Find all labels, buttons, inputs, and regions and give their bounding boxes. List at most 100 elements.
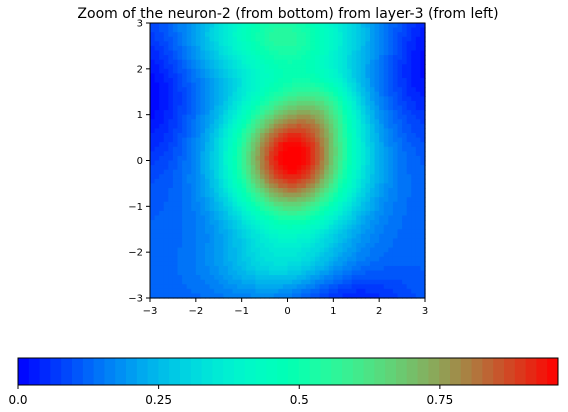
heatmap-cell bbox=[195, 288, 202, 295]
heatmap-cell bbox=[218, 233, 224, 240]
heatmap-cell bbox=[392, 155, 399, 162]
heatmap-cell bbox=[214, 293, 220, 299]
heatmap-cell bbox=[163, 188, 169, 194]
heatmap-cell bbox=[172, 220, 179, 226]
heatmap-cell bbox=[264, 169, 270, 175]
heatmap-cell bbox=[209, 45, 215, 52]
heatmap-cell bbox=[255, 247, 261, 253]
heatmap-cell bbox=[273, 192, 279, 198]
heatmap-cell bbox=[415, 23, 422, 29]
heatmap-cell bbox=[260, 41, 266, 47]
heatmap-cell bbox=[296, 224, 302, 230]
colorbar-level bbox=[406, 358, 419, 385]
heatmap-cell bbox=[333, 169, 339, 175]
heatmap-cell bbox=[374, 279, 380, 285]
heatmap-cell bbox=[324, 128, 330, 134]
heatmap-cell bbox=[305, 165, 312, 171]
heatmap-cell bbox=[356, 59, 362, 65]
heatmap-cell bbox=[260, 165, 266, 171]
heatmap-cell bbox=[241, 41, 247, 47]
heatmap-cell bbox=[356, 87, 362, 93]
heatmap-cell bbox=[205, 275, 211, 281]
heatmap-cell bbox=[411, 151, 417, 157]
heatmap-cell bbox=[415, 265, 422, 272]
heatmap-cell bbox=[315, 133, 321, 139]
heatmap-cell bbox=[305, 64, 312, 70]
heatmap-cell bbox=[328, 174, 334, 180]
heatmap-cell bbox=[163, 45, 169, 52]
heatmap-cell bbox=[420, 284, 426, 290]
heatmap-cell bbox=[227, 78, 234, 84]
heatmap-cell bbox=[205, 169, 211, 175]
heatmap-cell bbox=[383, 45, 389, 52]
heatmap-cell bbox=[337, 64, 344, 70]
heatmap-cell bbox=[163, 110, 169, 116]
heatmap-cell bbox=[347, 256, 353, 262]
heatmap-cell bbox=[310, 261, 316, 267]
heatmap-cell bbox=[406, 270, 412, 276]
heatmap-cell bbox=[177, 215, 183, 221]
heatmap-cell bbox=[168, 160, 174, 166]
heatmap-cell bbox=[415, 188, 422, 194]
heatmap-cell bbox=[328, 201, 334, 207]
heatmap-cell bbox=[186, 201, 192, 207]
heatmap-cell bbox=[282, 45, 289, 52]
heatmap-cell bbox=[415, 210, 422, 217]
heatmap-cell bbox=[182, 201, 188, 207]
heatmap-cell bbox=[200, 73, 206, 79]
heatmap-cell bbox=[154, 210, 160, 217]
heatmap-cell bbox=[365, 206, 371, 212]
heatmap-cell bbox=[182, 64, 188, 70]
heatmap-cell bbox=[374, 151, 380, 157]
heatmap-cell bbox=[172, 87, 179, 93]
heatmap-cell bbox=[420, 32, 426, 38]
heatmap-cell bbox=[186, 73, 192, 79]
heatmap-cell bbox=[292, 178, 298, 185]
heatmap-cell bbox=[397, 206, 403, 212]
heatmap-cell bbox=[379, 247, 385, 253]
heatmap-cell bbox=[195, 119, 202, 125]
heatmap-cell bbox=[278, 247, 284, 253]
y-tick-label: −3 bbox=[128, 294, 143, 305]
heatmap-cell bbox=[260, 288, 266, 295]
heatmap-cell bbox=[241, 206, 247, 212]
heatmap-cell bbox=[388, 224, 394, 230]
heatmap-cell bbox=[154, 78, 160, 84]
heatmap-cell bbox=[402, 133, 408, 139]
heatmap-cell bbox=[383, 224, 389, 230]
heatmap-cell bbox=[191, 270, 197, 276]
heatmap-cell bbox=[360, 288, 367, 295]
heatmap-cell bbox=[296, 169, 302, 175]
heatmap-cell bbox=[273, 119, 279, 125]
heatmap-cell bbox=[337, 165, 344, 171]
heatmap-cell bbox=[315, 206, 321, 212]
heatmap-cell bbox=[214, 270, 220, 276]
heatmap-cell bbox=[191, 23, 197, 29]
heatmap-cell bbox=[379, 169, 385, 175]
heatmap-cell bbox=[195, 238, 202, 244]
heatmap-cell bbox=[315, 183, 321, 189]
heatmap-cell bbox=[227, 284, 234, 290]
heatmap-cell bbox=[342, 261, 348, 267]
heatmap-cell bbox=[273, 165, 279, 171]
heatmap-cell bbox=[360, 82, 367, 88]
heatmap-cell bbox=[278, 114, 284, 120]
heatmap-cell bbox=[282, 133, 289, 139]
heatmap-cell bbox=[351, 215, 357, 221]
heatmap-cell bbox=[402, 32, 408, 38]
heatmap-cell bbox=[324, 105, 330, 111]
heatmap-cell bbox=[379, 178, 385, 185]
heatmap-cell bbox=[214, 229, 220, 235]
heatmap-cell bbox=[315, 215, 321, 221]
heatmap-cell bbox=[415, 256, 422, 262]
heatmap-cell bbox=[177, 261, 183, 267]
heatmap-cell bbox=[333, 197, 339, 203]
heatmap-cell bbox=[255, 142, 261, 148]
heatmap-cell bbox=[168, 59, 174, 65]
heatmap-cell bbox=[365, 119, 371, 125]
heatmap-cell bbox=[411, 247, 417, 253]
heatmap-cell bbox=[246, 192, 252, 198]
heatmap-cell bbox=[159, 100, 165, 107]
heatmap-cell bbox=[241, 133, 247, 139]
heatmap-cell bbox=[397, 284, 403, 290]
